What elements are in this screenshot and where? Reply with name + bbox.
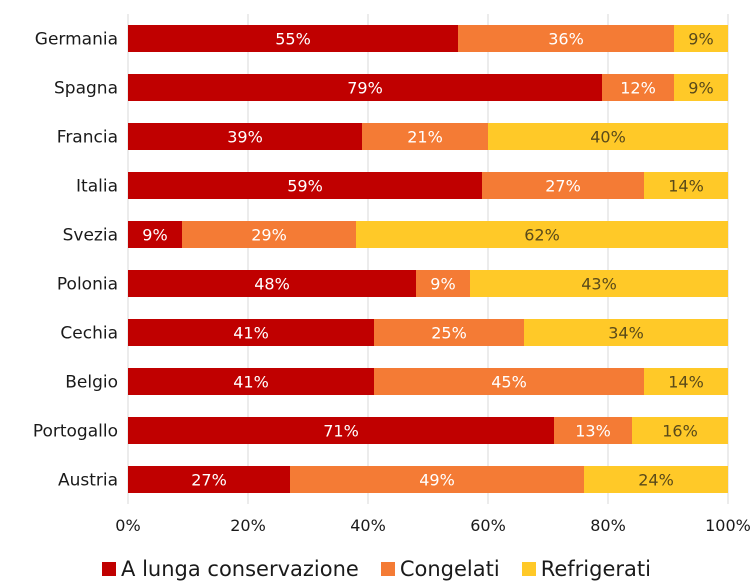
data-label: 27%	[545, 177, 581, 196]
bar-segment	[128, 123, 362, 150]
category-labels: Germania Spagna Francia Italia Svezia Polonia…	[33, 30, 118, 491]
data-label: 49%	[419, 471, 455, 490]
bar-segment	[674, 25, 728, 52]
x-tick-label: 20%	[230, 516, 266, 535]
data-label: 41%	[233, 324, 269, 343]
category-label: Italia	[76, 177, 118, 197]
data-label: 21%	[407, 128, 443, 147]
data-label: 25%	[431, 324, 467, 343]
bar-segment	[128, 417, 554, 444]
data-label: 43%	[581, 275, 617, 294]
category-label: Germania	[35, 30, 118, 50]
bar-segment	[554, 417, 632, 444]
legend: A lunga conservazione Congelati Refrigerat…	[0, 552, 753, 585]
data-label: 14%	[668, 373, 704, 392]
bar-segment	[128, 466, 290, 493]
category-label: Polonia	[57, 275, 118, 295]
x-tick-label: 0%	[115, 516, 140, 535]
data-label: 62%	[524, 226, 560, 245]
bar-segment	[182, 221, 356, 248]
bar-segment	[374, 368, 644, 395]
data-label: 48%	[254, 275, 290, 294]
data-label: 55%	[275, 30, 311, 49]
bar-segment	[488, 123, 728, 150]
legend-item: A lunga conservazione	[102, 557, 359, 581]
legend-label: A lunga conservazione	[121, 556, 359, 581]
data-label: 40%	[590, 128, 626, 147]
data-label: 29%	[251, 226, 287, 245]
bar-segment	[362, 123, 488, 150]
bars: 55% 36% 9% 79% 12% 9% 39% 21% 40% 59% 27% 14% 9% 29% 6…	[128, 25, 728, 493]
stacked-bar-chart: 55% 36% 9% 79% 12% 9% 39% 21% 40% 59% 27% 14% 9% 29% 6…	[33, 14, 751, 535]
bar-segment	[602, 74, 674, 101]
bar-segment	[290, 466, 584, 493]
data-label: 36%	[548, 30, 584, 49]
category-label: Francia	[57, 128, 118, 148]
bar-segment	[524, 319, 728, 346]
data-label: 41%	[233, 373, 269, 392]
bar-segment	[128, 25, 458, 52]
data-label: 59%	[287, 177, 323, 196]
category-label: Spagna	[54, 79, 118, 99]
data-label: 71%	[323, 422, 359, 441]
bar-segment	[470, 270, 728, 297]
bar-segment	[632, 417, 728, 444]
legend-swatch	[102, 561, 117, 576]
bar-segment	[644, 172, 728, 199]
data-label: 9%	[142, 226, 167, 245]
category-label: Svezia	[63, 226, 118, 246]
bar-segment	[416, 270, 470, 297]
x-tick-label: 100%	[705, 516, 751, 535]
data-label: 27%	[191, 471, 227, 490]
data-label: 79%	[347, 79, 383, 98]
bar-segment	[128, 368, 374, 395]
data-label: 39%	[227, 128, 263, 147]
bar-segment	[584, 466, 728, 493]
category-label: Austria	[58, 471, 118, 491]
category-label: Belgio	[65, 373, 118, 393]
bar-segment	[458, 25, 674, 52]
data-label: 24%	[638, 471, 674, 490]
category-label: Portogallo	[33, 422, 118, 442]
x-tick-label: 40%	[350, 516, 386, 535]
bar-segment	[644, 368, 728, 395]
legend-item: Refrigerati	[521, 556, 651, 581]
legend-label: Congelati	[399, 556, 500, 581]
bar-segment	[356, 221, 728, 248]
legend-swatch	[521, 561, 536, 576]
bar-segment	[482, 172, 644, 199]
data-label: 13%	[575, 422, 611, 441]
bar-segment	[674, 74, 728, 101]
bar-segment	[128, 172, 482, 199]
data-label: 45%	[491, 373, 527, 392]
data-label: 9%	[688, 30, 713, 49]
bar-segment	[128, 74, 602, 101]
bar-segment	[374, 319, 524, 346]
data-label: 14%	[668, 177, 704, 196]
x-tick-labels: 0% 20% 40% 60% 80% 100%	[115, 516, 751, 535]
x-tick-label: 60%	[470, 516, 506, 535]
data-label: 34%	[608, 324, 644, 343]
bar-segment	[128, 319, 374, 346]
category-label: Cechia	[60, 324, 118, 344]
bar-segment	[128, 270, 416, 297]
x-tick-label: 80%	[590, 516, 626, 535]
data-label: 12%	[620, 79, 656, 98]
data-label: 16%	[662, 422, 698, 441]
data-label: 9%	[688, 79, 713, 98]
legend-item: Congelati	[380, 556, 500, 581]
legend-label: Refrigerati	[540, 556, 651, 581]
legend-swatch	[380, 561, 395, 576]
bar-segment	[128, 221, 182, 248]
data-label: 9%	[430, 275, 455, 294]
